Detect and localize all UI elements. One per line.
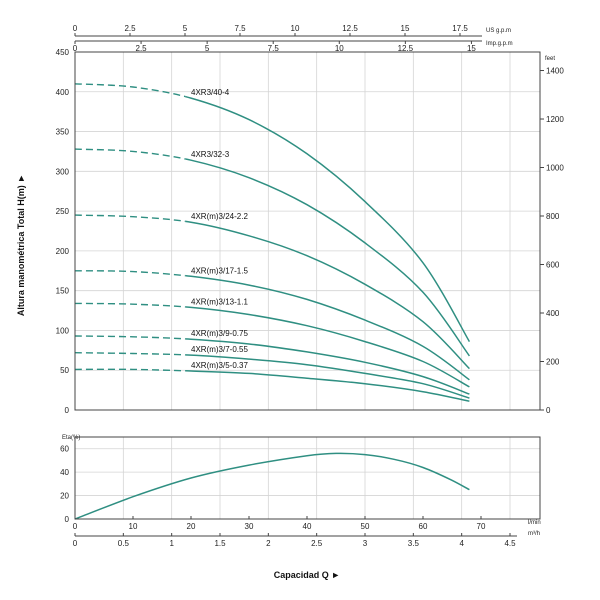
pump-curve-label: 4XR(m)3/7-0.55 (191, 345, 248, 354)
us-gpm-tick-label: 7.5 (234, 24, 246, 33)
main-y-tick-label: 300 (56, 167, 70, 176)
pump-curve-2 (185, 158, 471, 357)
m3h-tick-label: 1 (169, 539, 174, 548)
pump-curve-dashed-6 (74, 335, 186, 340)
us-gpm-tick-label: 10 (291, 24, 300, 33)
main-y-tick-label: 250 (56, 207, 70, 216)
imp-gpm-tick-label: 10 (335, 44, 344, 53)
pump-curve-dashed-2 (74, 148, 186, 160)
labels-layer: 0501001502002503003504004500200400600800… (56, 24, 565, 548)
m3h-tick-label: 3 (363, 539, 368, 548)
main-y-tick-label: 200 (56, 247, 70, 256)
imp-gpm-tick-label: 2.5 (136, 44, 148, 53)
pump-curve-dashed-1 (74, 83, 186, 98)
feet-tick-label: 200 (546, 358, 560, 367)
m3h-tick-label: 0 (73, 539, 78, 548)
feet-tick-label: 1200 (546, 115, 564, 124)
pump-curve-label: 4XR3/40-4 (191, 88, 230, 97)
imp-gpm-tick-label: 12.5 (398, 44, 414, 53)
pump-curve-8 (185, 370, 470, 402)
pump-curve-label: 4XR(m)3/9-0.75 (191, 329, 248, 338)
main-y-tick-label: 50 (60, 366, 69, 375)
pump-curve-label: 4XR(m)3/13-1.1 (191, 297, 248, 306)
feet-tick-label: 600 (546, 261, 560, 270)
lmin-tick-label: 20 (187, 522, 196, 531)
m3h-tick-label: 1.5 (214, 539, 226, 548)
us-gpm-tick-label: 2.5 (124, 24, 136, 33)
main-y-tick-label: 350 (56, 128, 70, 137)
eff-plot-frame (74, 436, 541, 520)
lmin-tick-label: 50 (361, 522, 370, 531)
curves-layer (74, 83, 471, 520)
m3h-tick-label: 2.5 (311, 539, 323, 548)
main-y-tick-label: 100 (56, 326, 70, 335)
m3h-unit-label: m³/h (528, 531, 540, 537)
main-y-tick-label: 150 (56, 287, 70, 296)
imp-gpm-tick-label: 5 (205, 44, 210, 53)
us-gpm-tick-label: 15 (401, 24, 410, 33)
pump-curve-7 (185, 354, 470, 399)
pump-curve-5 (185, 306, 470, 388)
lmin-tick-label: 30 (245, 522, 254, 531)
us-gpm-tick-label: 0 (73, 24, 78, 33)
imp-gpm-unit-label: Imp.g.p.m (486, 41, 513, 47)
imp-gpm-tick-label: 0 (73, 44, 78, 53)
lmin-tick-label: 40 (303, 522, 312, 531)
eff-y-unit-label: Eta(%) (62, 435, 80, 441)
m3h-tick-label: 0.5 (118, 539, 130, 548)
pump-curve-label: 4XR3/32-3 (191, 150, 230, 159)
pump-curve-dashed-4 (74, 270, 186, 277)
lmin-tick-label: 10 (129, 522, 138, 531)
feet-tick-label: 400 (546, 309, 560, 318)
us-gpm-tick-label: 17.5 (452, 24, 468, 33)
pump-curve-dashed-3 (74, 214, 186, 223)
lmin-unit-label: l/min (528, 520, 541, 526)
feet-unit-label: feet (545, 56, 555, 62)
lmin-tick-label: 60 (419, 522, 428, 531)
m3h-tick-label: 2 (266, 539, 271, 548)
eff-y-tick-label: 40 (60, 468, 69, 477)
main-y-tick-label: 400 (56, 88, 70, 97)
pump-curve-dashed-8 (74, 368, 186, 372)
eff-y-tick-label: 60 (60, 445, 69, 454)
x-axis-title: Capacidad Q ► (274, 570, 340, 580)
main-y-tick-label: 0 (65, 406, 70, 415)
eff-y-tick-label: 20 (60, 492, 69, 501)
lmin-tick-label: 0 (73, 522, 78, 531)
pump-curve-dashed-5 (74, 302, 186, 308)
m3h-tick-label: 3.5 (408, 539, 420, 548)
feet-tick-label: 800 (546, 212, 560, 221)
m3h-tick-label: 4.5 (504, 539, 516, 548)
frame-layer (74, 33, 544, 537)
imp-gpm-tick-label: 15 (467, 44, 476, 53)
pump-curve-1 (185, 95, 471, 342)
pump-curve-4 (185, 274, 470, 381)
efficiency-curve (74, 452, 470, 520)
us-gpm-tick-label: 5 (183, 24, 188, 33)
feet-tick-label: 1400 (546, 67, 564, 76)
us-gpm-unit-label: US g.p.m (486, 28, 511, 34)
m3h-tick-label: 4 (459, 539, 464, 548)
pump-curve-label: 4XR(m)3/5-0.37 (191, 361, 248, 370)
pump-curve-6 (185, 338, 470, 395)
y-axis-title: Altura manométrica Total H(m) ► (16, 174, 26, 316)
feet-tick-label: 1000 (546, 164, 564, 173)
eff-y-tick-label: 0 (65, 515, 70, 524)
imp-gpm-tick-label: 7.5 (268, 44, 280, 53)
us-gpm-tick-label: 12.5 (342, 24, 358, 33)
pump-curve-label: 4XR(m)3/24-2.2 (191, 212, 248, 221)
main-plot-frame (74, 51, 541, 411)
main-y-tick-label: 450 (56, 48, 70, 57)
grid-layer (75, 52, 540, 519)
lmin-tick-label: 70 (477, 522, 486, 531)
pump-curve-3 (185, 220, 470, 370)
pump-curve-label: 4XR(m)3/17-1.5 (191, 266, 248, 275)
feet-tick-label: 0 (546, 406, 551, 415)
